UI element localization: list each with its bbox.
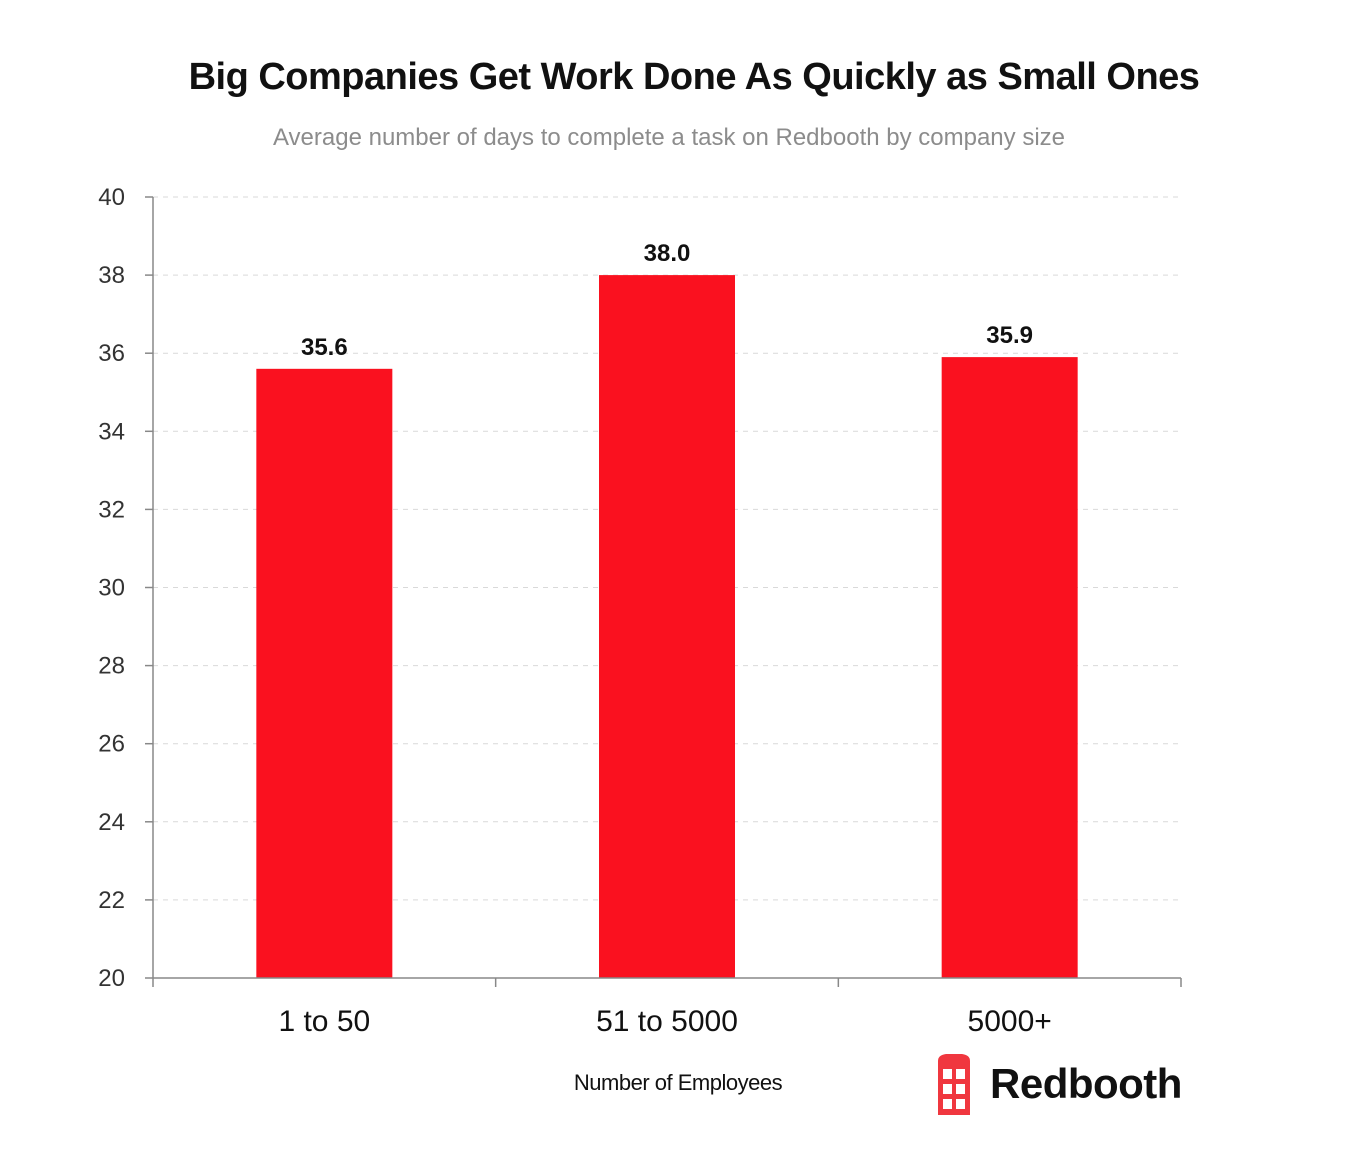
x-axis-title: Number of Employees: [573, 1070, 783, 1095]
chart-subtitle: Average number of days to complete a tas…: [272, 124, 1065, 151]
x-tick-label: 5000+: [968, 1005, 1052, 1038]
bar: [256, 368, 393, 978]
y-tick-label: 36: [98, 340, 125, 367]
data-label: 35.9: [986, 322, 1033, 349]
labels: 20 22 24 26 28 30 32 34 36 38 40 35.6 1 to 50 38.0 51 …: [98, 184, 1052, 1038]
y-tick-label: 34: [98, 418, 125, 445]
y-tick-label: 22: [98, 887, 125, 914]
x-tick-label: 51 to 5000: [596, 1005, 738, 1038]
brand-name: Redbooth: [990, 1060, 1182, 1107]
axes: [145, 196, 1182, 987]
y-tick-label: 28: [98, 653, 125, 680]
bar: [599, 275, 735, 979]
y-tick-label: 26: [98, 731, 125, 758]
brand-logo: Redbooth: [934, 1050, 1182, 1118]
x-tick-label: 1 to 50: [278, 1005, 370, 1038]
phone-booth-icon: [938, 1054, 970, 1115]
y-tick-label: 40: [98, 184, 125, 211]
data-label: 35.6: [301, 334, 348, 361]
bar: [941, 357, 1078, 979]
y-tick-label: 32: [98, 496, 125, 523]
y-tick-label: 38: [98, 262, 125, 289]
chart-title: Big Companies Get Work Done As Quickly a…: [188, 56, 1200, 98]
data-label: 38.0: [644, 240, 691, 267]
y-tick-label: 24: [98, 809, 125, 836]
y-tick-label: 20: [98, 965, 125, 992]
bars: [256, 275, 1078, 979]
y-tick-label: 30: [98, 575, 125, 602]
